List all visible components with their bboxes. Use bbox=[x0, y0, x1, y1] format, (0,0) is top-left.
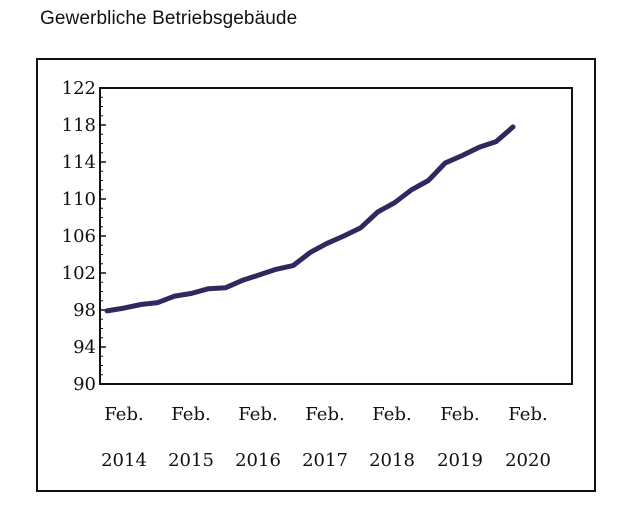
y-tick-label: 98 bbox=[73, 300, 96, 321]
x-tick-label-year: 2018 bbox=[369, 450, 415, 471]
plot-area bbox=[99, 87, 573, 385]
y-tick-label: 110 bbox=[62, 189, 96, 210]
y-tick-label: 94 bbox=[73, 337, 96, 358]
chart-title: Gewerbliche Betriebsgebäude bbox=[40, 8, 298, 29]
y-tick-label: 102 bbox=[62, 263, 96, 284]
x-tick-label-year: 2019 bbox=[437, 450, 483, 471]
y-tick-label: 114 bbox=[62, 152, 96, 173]
chart-frame bbox=[36, 58, 596, 492]
x-tick-label-month: Feb. bbox=[238, 404, 277, 425]
x-tick-label-month: Feb. bbox=[508, 404, 547, 425]
x-tick-label-year: 2015 bbox=[168, 450, 214, 471]
x-tick-label-year: 2020 bbox=[505, 450, 551, 471]
x-tick-label-year: 2016 bbox=[235, 450, 281, 471]
x-axis: Feb. 2014 Feb. 2015 Feb. 2016 Feb. 2017 Feb. 2018… bbox=[101, 404, 551, 471]
y-tick-label: 106 bbox=[62, 226, 96, 247]
series-line bbox=[104, 124, 516, 314]
x-tick-label-year: 2017 bbox=[302, 450, 348, 471]
y-tick-label: 122 bbox=[62, 78, 96, 99]
x-tick-label-month: Feb. bbox=[305, 404, 344, 425]
x-tick-label-month: Feb. bbox=[440, 404, 479, 425]
x-tick-label-month: Feb. bbox=[104, 404, 143, 425]
x-tick-label-month: Feb. bbox=[171, 404, 210, 425]
y-tick-label: 90 bbox=[73, 374, 96, 395]
y-axis: 90 94 98 102 106 110 114 118 122 bbox=[62, 78, 106, 395]
series-group bbox=[104, 124, 516, 314]
x-tick-label-month: Feb. bbox=[372, 404, 411, 425]
x-tick-label-year: 2014 bbox=[101, 450, 147, 471]
y-tick-label: 118 bbox=[62, 115, 96, 136]
